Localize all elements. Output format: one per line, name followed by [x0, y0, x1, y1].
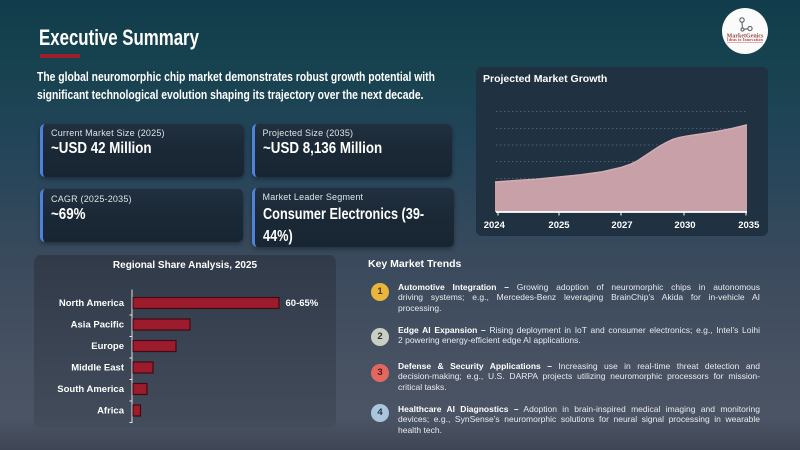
svg-text:Ideas to Innovation: Ideas to Innovation: [726, 38, 763, 42]
svg-text:MarketGenics: MarketGenics: [726, 33, 763, 39]
svg-text:2035: 2035: [738, 220, 760, 231]
svg-text:Middle East: Middle East: [71, 363, 125, 374]
svg-text:60-65%: 60-65%: [286, 298, 319, 309]
svg-text:2030: 2030: [674, 220, 695, 231]
svg-text:North America: North America: [59, 298, 125, 309]
svg-text:Asia Pacific: Asia Pacific: [71, 320, 124, 331]
svg-text:South America: South America: [57, 384, 124, 395]
svg-text:2025: 2025: [548, 220, 570, 231]
svg-text:Europe: Europe: [91, 341, 124, 352]
svg-text:2027: 2027: [611, 220, 632, 231]
svg-text:Africa: Africa: [97, 406, 125, 417]
svg-text:2024: 2024: [484, 220, 506, 231]
